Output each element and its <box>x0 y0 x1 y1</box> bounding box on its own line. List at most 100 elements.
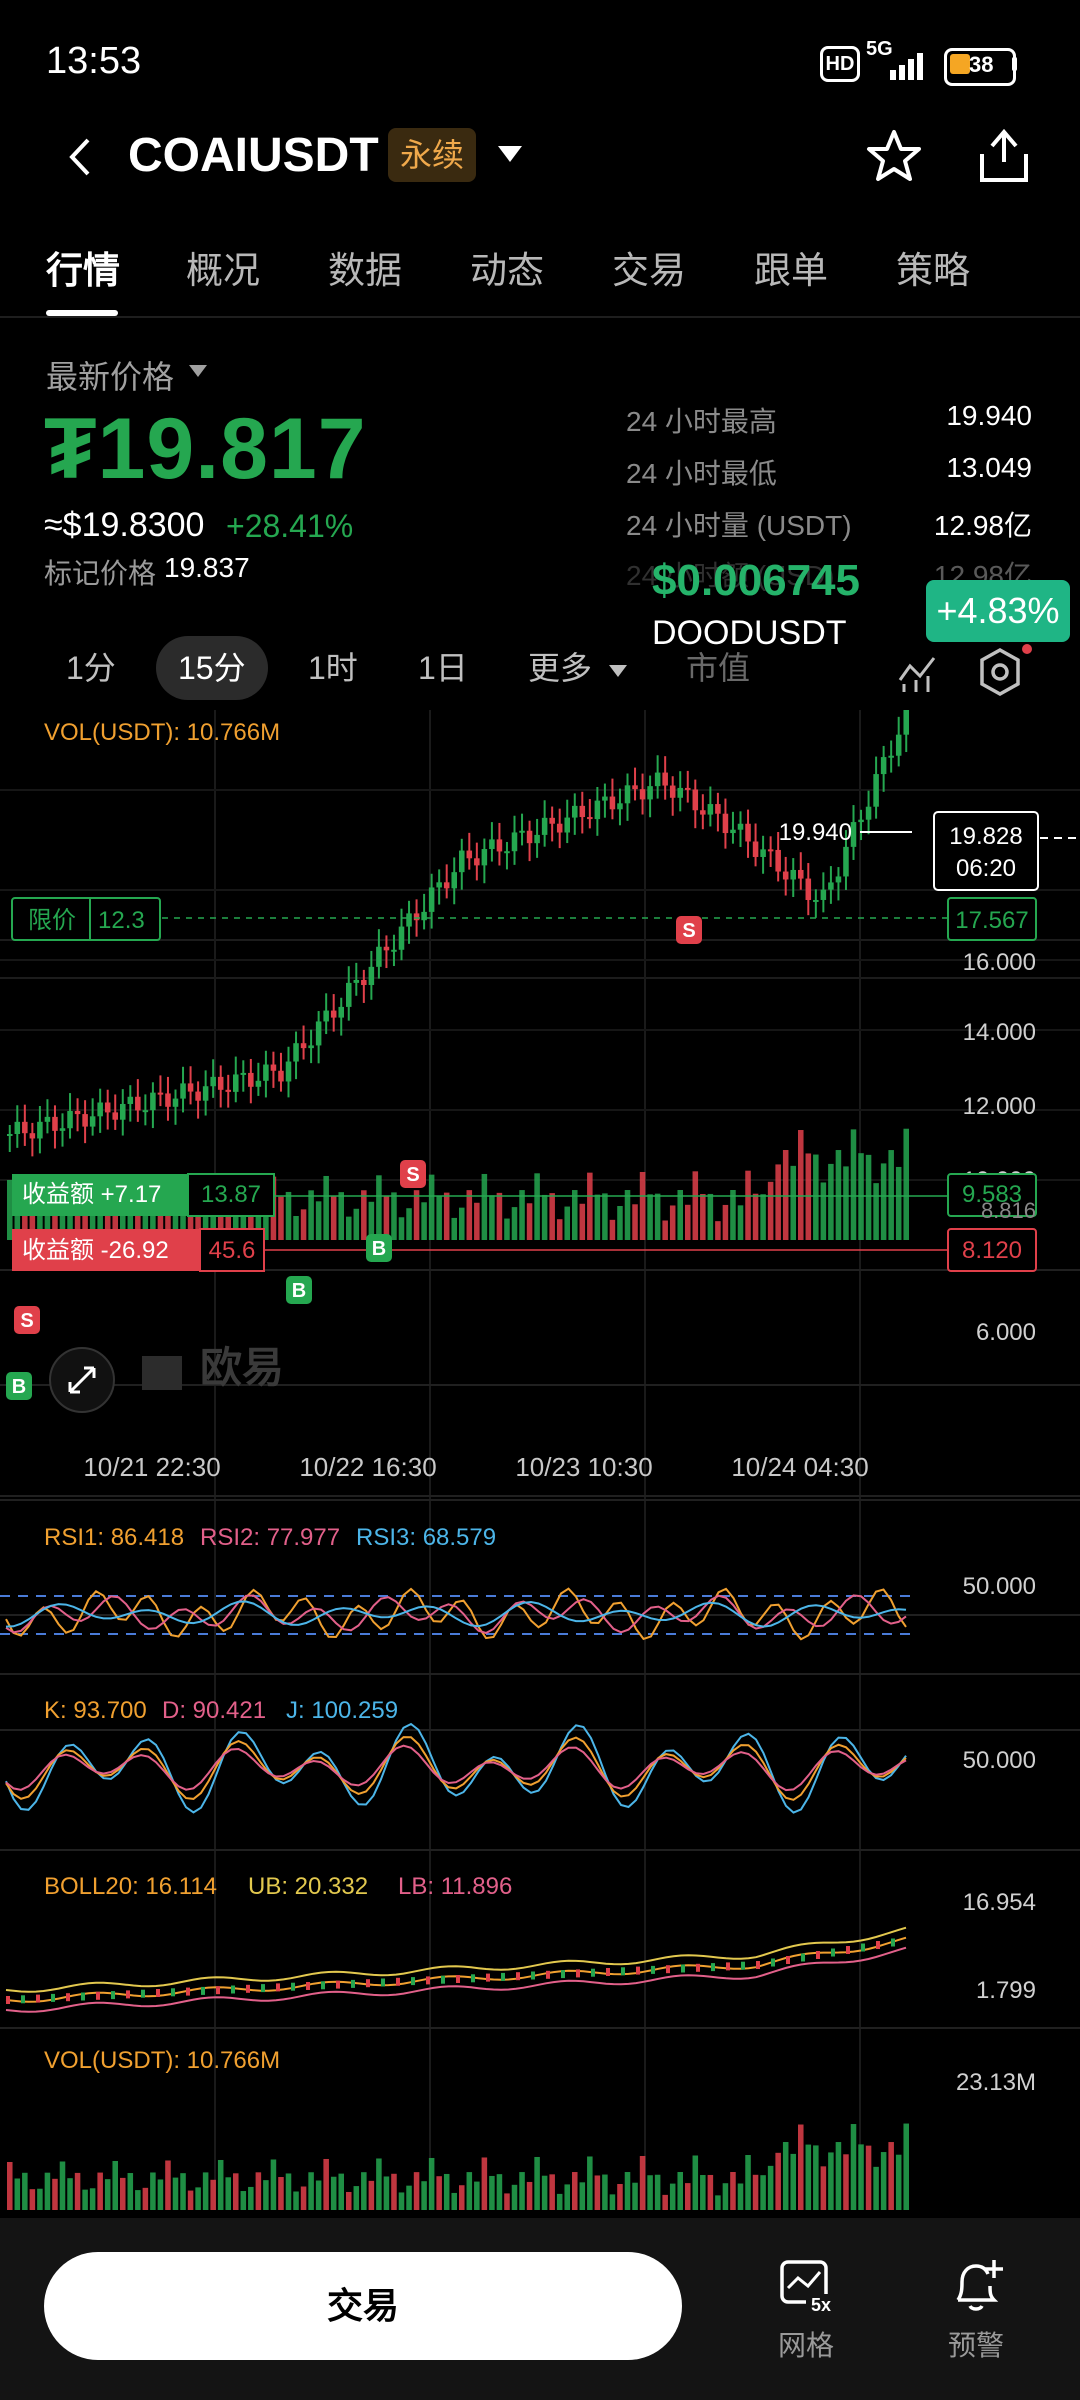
share-icon[interactable] <box>976 126 1032 186</box>
price-axis-tick: 8.816 <box>981 1198 1036 1223</box>
boll-candle <box>351 1979 355 1988</box>
volume-bar <box>903 1128 909 1240</box>
candle-body <box>29 1133 36 1139</box>
volume-bar <box>89 2188 96 2210</box>
boll-candle <box>141 1989 145 1998</box>
volume-bar <box>308 1190 314 1240</box>
interval-more[interactable]: 更多 <box>528 650 593 686</box>
boll-candle <box>426 1976 430 1985</box>
volume-bar <box>330 2176 337 2210</box>
trade-button[interactable]: 交易 <box>44 2252 682 2360</box>
grid-bot-icon[interactable]: 5x <box>772 2258 840 2318</box>
volume-bar <box>436 2176 442 2210</box>
volume-bar <box>270 2159 277 2210</box>
rsi3-line <box>5 1600 907 1628</box>
boll-candle <box>51 1993 55 2002</box>
market-cap-toggle[interactable]: 市值 <box>686 650 751 686</box>
volume-bar <box>519 2172 525 2210</box>
pnl-negative-value: 45.6 <box>209 1237 256 1264</box>
chevron-down-icon[interactable] <box>496 144 524 164</box>
bell-plus-icon[interactable] <box>944 2254 1008 2318</box>
volume-bar <box>135 1214 141 1240</box>
floating-ticker[interactable]: $0.006745 DOODUSDT +4.83% <box>632 556 1072 666</box>
active-tab-indicator <box>46 310 118 316</box>
boll-candle <box>726 1962 730 1971</box>
candle-body <box>880 757 887 775</box>
volume-bar <box>300 1209 307 1240</box>
tab-data[interactable]: 数据 <box>328 250 402 291</box>
candle-body <box>278 1070 284 1082</box>
buy-marker <box>6 1372 32 1400</box>
pnl-price-tag <box>947 1173 1037 1217</box>
volume-bar <box>300 2186 307 2210</box>
candle-body <box>632 785 638 790</box>
volume-bar <box>737 1205 744 1240</box>
boll-candle <box>576 1969 580 1978</box>
interval-15m[interactable]: 15分 <box>156 636 268 700</box>
volume-header: VOL(USDT): 10.766M <box>44 719 280 746</box>
interval-1h[interactable]: 1时 <box>308 650 358 686</box>
candle-body <box>775 849 781 872</box>
candle-body <box>127 1096 134 1104</box>
interval-1d[interactable]: 1日 <box>418 650 468 686</box>
chevron-down-icon[interactable] <box>608 664 628 678</box>
volume-bar <box>617 2184 623 2210</box>
candle-body <box>474 858 480 866</box>
volume-bar <box>165 2160 171 2210</box>
boll-mid-label: BOLL20: 16.114 <box>44 1873 217 1900</box>
settings-icon[interactable] <box>976 646 1024 698</box>
pnl-value-box <box>199 1228 265 1272</box>
volume-bar <box>496 2174 503 2210</box>
volume-bar <box>240 1215 247 1240</box>
volume-bar <box>790 1165 796 1240</box>
volume-bar <box>504 1218 510 1240</box>
tab-trade[interactable]: 交易 <box>612 250 686 291</box>
volume-bar <box>662 1220 668 1240</box>
interval-1m[interactable]: 1分 <box>66 650 116 686</box>
tab-overview[interactable]: 概况 <box>186 250 260 291</box>
candle-body <box>669 785 676 798</box>
volume-bar <box>22 2172 28 2210</box>
volume-bar <box>323 2158 329 2210</box>
volume-bar <box>180 2173 186 2210</box>
indicator-icon[interactable] <box>896 650 940 694</box>
candle-body <box>730 829 736 834</box>
volume-bar <box>187 1214 194 1240</box>
volume-bar <box>760 2175 766 2210</box>
last-price: ₮19.817 <box>44 401 367 497</box>
tab-feed[interactable]: 动态 <box>470 250 544 291</box>
chevron-down-icon[interactable] <box>188 364 208 378</box>
boll-candle <box>81 1992 85 2001</box>
volume-bar <box>330 1196 337 1240</box>
candle-body <box>255 1080 262 1087</box>
back-icon[interactable] <box>60 132 100 182</box>
volume-bar <box>594 1194 601 1240</box>
pnl-tag <box>12 1229 200 1271</box>
volume-bar <box>556 1219 563 1240</box>
boll-candle <box>366 1979 370 1988</box>
pair-title[interactable]: COAIUSDT <box>128 129 379 182</box>
floating-ticker-price: $0.006745 <box>652 556 860 605</box>
tab-market[interactable]: 行情 <box>46 250 120 291</box>
latest-price-label[interactable]: 最新价格 <box>46 359 175 395</box>
kdj-d-line <box>5 1744 907 1792</box>
stat-value: 12.98亿 <box>933 510 1032 541</box>
candle-body <box>187 1083 194 1092</box>
volume-bar <box>278 1196 284 1240</box>
boll-candle <box>531 1971 535 1980</box>
candle-body <box>496 839 503 852</box>
marker-letter: B <box>372 1238 386 1260</box>
limit-price-value: 17.567 <box>955 907 1028 934</box>
volume-bar <box>210 2179 216 2210</box>
candle-body <box>104 1102 111 1113</box>
volume-bar <box>195 2187 201 2210</box>
tab-copy[interactable]: 跟单 <box>754 250 828 291</box>
star-icon[interactable] <box>866 128 922 184</box>
volume-bar <box>722 2183 729 2210</box>
volume-bar <box>579 1203 586 1240</box>
volume-bar <box>602 1193 608 1240</box>
volume-bar <box>602 2174 608 2210</box>
kline-chart[interactable]: VOL(USDT): 10.766M16.00014.00012.00010.0… <box>0 710 1080 2210</box>
tab-strategy[interactable]: 策略 <box>896 250 970 291</box>
expand-icon <box>68 1366 96 1394</box>
